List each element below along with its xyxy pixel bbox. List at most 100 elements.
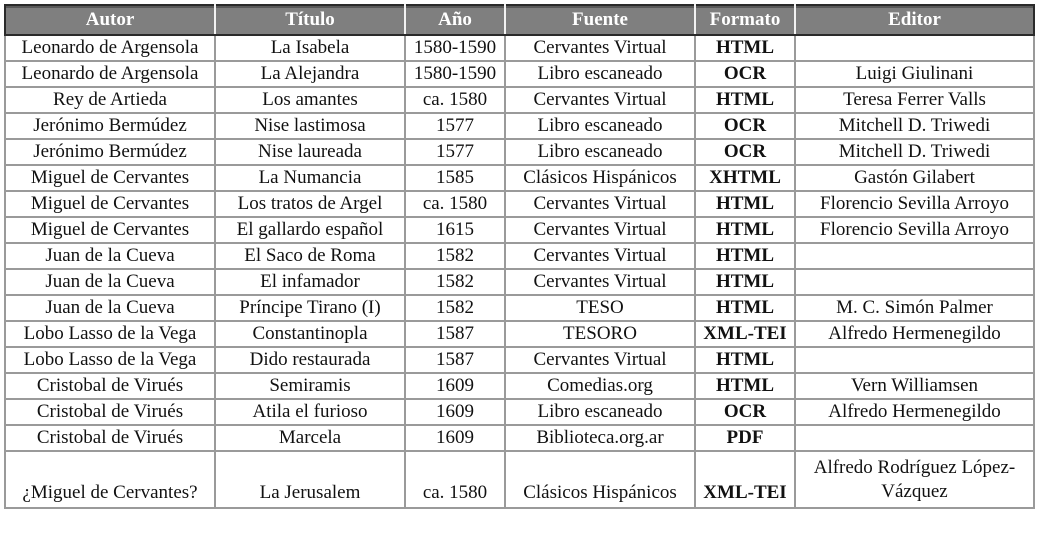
cell-fuente: Libro escaneado [504, 60, 696, 88]
cell-editor [794, 242, 1035, 270]
cell-ano: 1582 [404, 242, 506, 270]
table-row: Lobo Lasso de la Vega Dido restaurada 1587… [4, 346, 1035, 374]
cell-formato: HTML [694, 86, 796, 114]
cell-editor: Florencio Sevilla Arroyo [794, 216, 1035, 244]
cell-formato: HTML [694, 346, 796, 374]
cell-autor: Cristobal de Virués [4, 424, 216, 452]
cell-autor: Lobo Lasso de la Vega [4, 346, 216, 374]
cell-autor: Leonardo de Argensola [4, 60, 216, 88]
cell-formato: HTML [694, 216, 796, 244]
cell-fuente: Cervantes Virtual [504, 242, 696, 270]
cell-editor: M. C. Simón Palmer [794, 294, 1035, 322]
cell-fuente: Cervantes Virtual [504, 86, 696, 114]
header-autor: Autor [5, 5, 215, 36]
cell-editor: Alfredo Hermenegildo [794, 398, 1035, 426]
cell-titulo: Marcela [214, 424, 406, 452]
cell-formato: OCR [694, 398, 796, 426]
cell-ano: ca. 1580 [404, 190, 506, 218]
cell-fuente: Cervantes Virtual [504, 216, 696, 244]
cell-titulo: El gallardo español [214, 216, 406, 244]
cell-fuente: Comedias.org [504, 372, 696, 400]
cell-autor: Juan de la Cueva [4, 268, 216, 296]
table-row: Miguel de Cervantes La Numancia 1585 Clásic… [4, 164, 1035, 192]
cell-autor: Miguel de Cervantes [4, 190, 216, 218]
cell-formato: HTML [694, 190, 796, 218]
cell-autor: Leonardo de Argensola [4, 34, 216, 62]
cell-fuente: Cervantes Virtual [504, 190, 696, 218]
cell-autor: ¿Miguel de Cervantes? [4, 450, 216, 509]
cell-formato: OCR [694, 138, 796, 166]
cell-ano: 1577 [404, 112, 506, 140]
cell-formato: HTML [694, 372, 796, 400]
cell-fuente: Cervantes Virtual [504, 346, 696, 374]
cell-ano: 1587 [404, 320, 506, 348]
cell-ano: 1580-1590 [404, 60, 506, 88]
cell-ano: ca. 1580 [404, 450, 506, 509]
table-row: Juan de la Cueva El infamador 1582 Cervante… [4, 268, 1035, 296]
cell-editor: Teresa Ferrer Valls [794, 86, 1035, 114]
cell-ano: 1609 [404, 424, 506, 452]
cell-titulo: La Alejandra [214, 60, 406, 88]
cell-autor: Cristobal de Virués [4, 398, 216, 426]
cell-editor: Florencio Sevilla Arroyo [794, 190, 1035, 218]
header-row: Autor Título Año Fuente Formato Editor [5, 5, 1034, 36]
cell-formato: HTML [694, 294, 796, 322]
cell-fuente: Libro escaneado [504, 112, 696, 140]
cell-ano: 1582 [404, 268, 506, 296]
header-titulo: Título [214, 5, 405, 36]
cell-editor: Mitchell D. Triwedi [794, 112, 1035, 140]
cell-autor: Rey de Artieda [4, 86, 216, 114]
header-fuente: Fuente [504, 5, 695, 36]
cell-editor [794, 346, 1035, 374]
cell-formato: HTML [694, 268, 796, 296]
cell-autor: Jerónimo Bermúdez [4, 112, 216, 140]
cell-editor: Gastón Gilabert [794, 164, 1035, 192]
cell-autor: Juan de la Cueva [4, 294, 216, 322]
table-row: Juan de la Cueva El Saco de Roma 1582 Cerva… [4, 242, 1035, 270]
cell-ano: 1615 [404, 216, 506, 244]
cell-formato: PDF [694, 424, 796, 452]
cell-titulo: Los tratos de Argel [214, 190, 406, 218]
cell-fuente: Libro escaneado [504, 398, 696, 426]
cell-formato: HTML [694, 34, 796, 62]
table-row: Jerónimo Bermúdez Nise laureada 1577 Libro … [4, 138, 1035, 166]
table-row: Rey de Artieda Los amantes ca. 1580 Cervant… [4, 86, 1035, 114]
cell-fuente: Clásicos Hispánicos [504, 164, 696, 192]
cell-titulo: Constantinopla [214, 320, 406, 348]
cell-fuente: Cervantes Virtual [504, 268, 696, 296]
table-body: Leonardo de Argensola La Isabela 1580-1590… [4, 34, 1035, 509]
table-row: Leonardo de Argensola La Isabela 1580-1590… [4, 34, 1035, 62]
cell-formato: OCR [694, 60, 796, 88]
cell-titulo: Nise laureada [214, 138, 406, 166]
cell-titulo: Dido restaurada [214, 346, 406, 374]
header-ano: Año [404, 5, 505, 36]
cell-editor: Alfredo Rodríguez López-Vázquez [794, 450, 1035, 509]
cell-fuente: TESO [504, 294, 696, 322]
cell-editor: Vern Williamsen [794, 372, 1035, 400]
cell-autor: Miguel de Cervantes [4, 216, 216, 244]
cell-editor: Mitchell D. Triwedi [794, 138, 1035, 166]
cell-editor [794, 268, 1035, 296]
cell-ano: 1587 [404, 346, 506, 374]
cell-autor: Juan de la Cueva [4, 242, 216, 270]
cell-titulo: Príncipe Tirano (I) [214, 294, 406, 322]
cell-ano: 1580-1590 [404, 34, 506, 62]
header-editor: Editor [794, 5, 1034, 36]
cell-titulo: La Jerusalem [214, 450, 406, 509]
cell-titulo: La Isabela [214, 34, 406, 62]
cell-fuente: TESORO [504, 320, 696, 348]
cell-fuente: Clásicos Hispánicos [504, 450, 696, 509]
cell-autor: Lobo Lasso de la Vega [4, 320, 216, 348]
cell-editor [794, 424, 1035, 452]
cell-formato: XML-TEI [694, 450, 796, 509]
cell-ano: 1585 [404, 164, 506, 192]
cell-formato: OCR [694, 112, 796, 140]
cell-ano: 1609 [404, 398, 506, 426]
cell-titulo: Nise lastimosa [214, 112, 406, 140]
cell-autor: Miguel de Cervantes [4, 164, 216, 192]
cell-editor: Luigi Giulinani [794, 60, 1035, 88]
cell-editor [794, 34, 1035, 62]
table-row: Leonardo de Argensola La Alejandra 1580-15… [4, 60, 1035, 88]
cell-fuente: Libro escaneado [504, 138, 696, 166]
table-row: ¿Miguel de Cervantes? La Jerusalem ca. 158… [4, 450, 1035, 509]
